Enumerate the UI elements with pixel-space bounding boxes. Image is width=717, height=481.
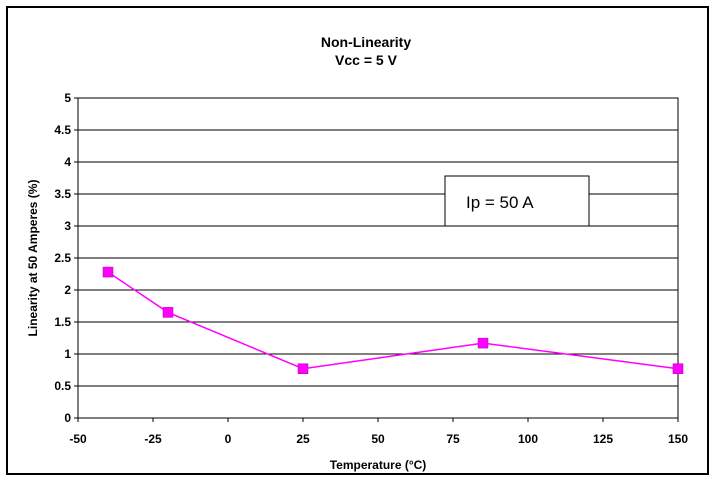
x-tick-label: -50 (69, 432, 87, 446)
x-tick-label: 125 (593, 432, 613, 446)
gridlines (78, 129, 678, 387)
annotation-border (444, 175, 590, 227)
chart-frame (6, 6, 709, 475)
y-tick-label: 1.5 (54, 315, 71, 329)
y-tick-label: 4 (64, 155, 71, 169)
data-point (297, 363, 309, 374)
x-tick-label: 75 (446, 432, 460, 446)
x-tick-label: 0 (225, 432, 232, 446)
x-tick-label: 50 (371, 432, 385, 446)
x-tick-label: 150 (668, 432, 688, 446)
y-tick-label: 3.5 (54, 187, 71, 201)
y-tick-label: 2 (64, 283, 71, 297)
data-point (162, 307, 174, 318)
y-tick-label: 2.5 (54, 251, 71, 265)
y-tick-label: 5 (64, 91, 71, 105)
y-axis-ticks: 0 0.5 1 1.5 2 2.5 3 3.5 4 4.5 5 (54, 91, 78, 425)
y-tick-label: 4.5 (54, 123, 71, 137)
x-tick-label: -25 (144, 432, 162, 446)
y-tick-label: 0 (64, 411, 71, 425)
annotation-box: Ip = 50 A (444, 175, 590, 227)
y-tick-label: 1 (64, 347, 71, 361)
chart-subtitle: Vcc = 5 V (335, 52, 398, 68)
annotation-text: Ip = 50 A (466, 193, 534, 212)
y-tick-label: 0.5 (54, 379, 71, 393)
x-axis-label: Temperature (°C) (330, 458, 427, 472)
x-axis-ticks: -50 -25 0 25 50 75 100 125 150 (69, 418, 688, 446)
series-group (102, 266, 684, 374)
data-point (102, 266, 114, 278)
y-tick-label: 3 (64, 219, 71, 233)
data-point (477, 337, 489, 349)
data-point (672, 363, 684, 374)
y-axis-label: Linearity at 50 Amperes (%) (26, 180, 40, 337)
x-tick-label: 100 (518, 432, 538, 446)
chart-title: Non-Linearity (321, 34, 411, 50)
x-tick-label: 25 (296, 432, 310, 446)
